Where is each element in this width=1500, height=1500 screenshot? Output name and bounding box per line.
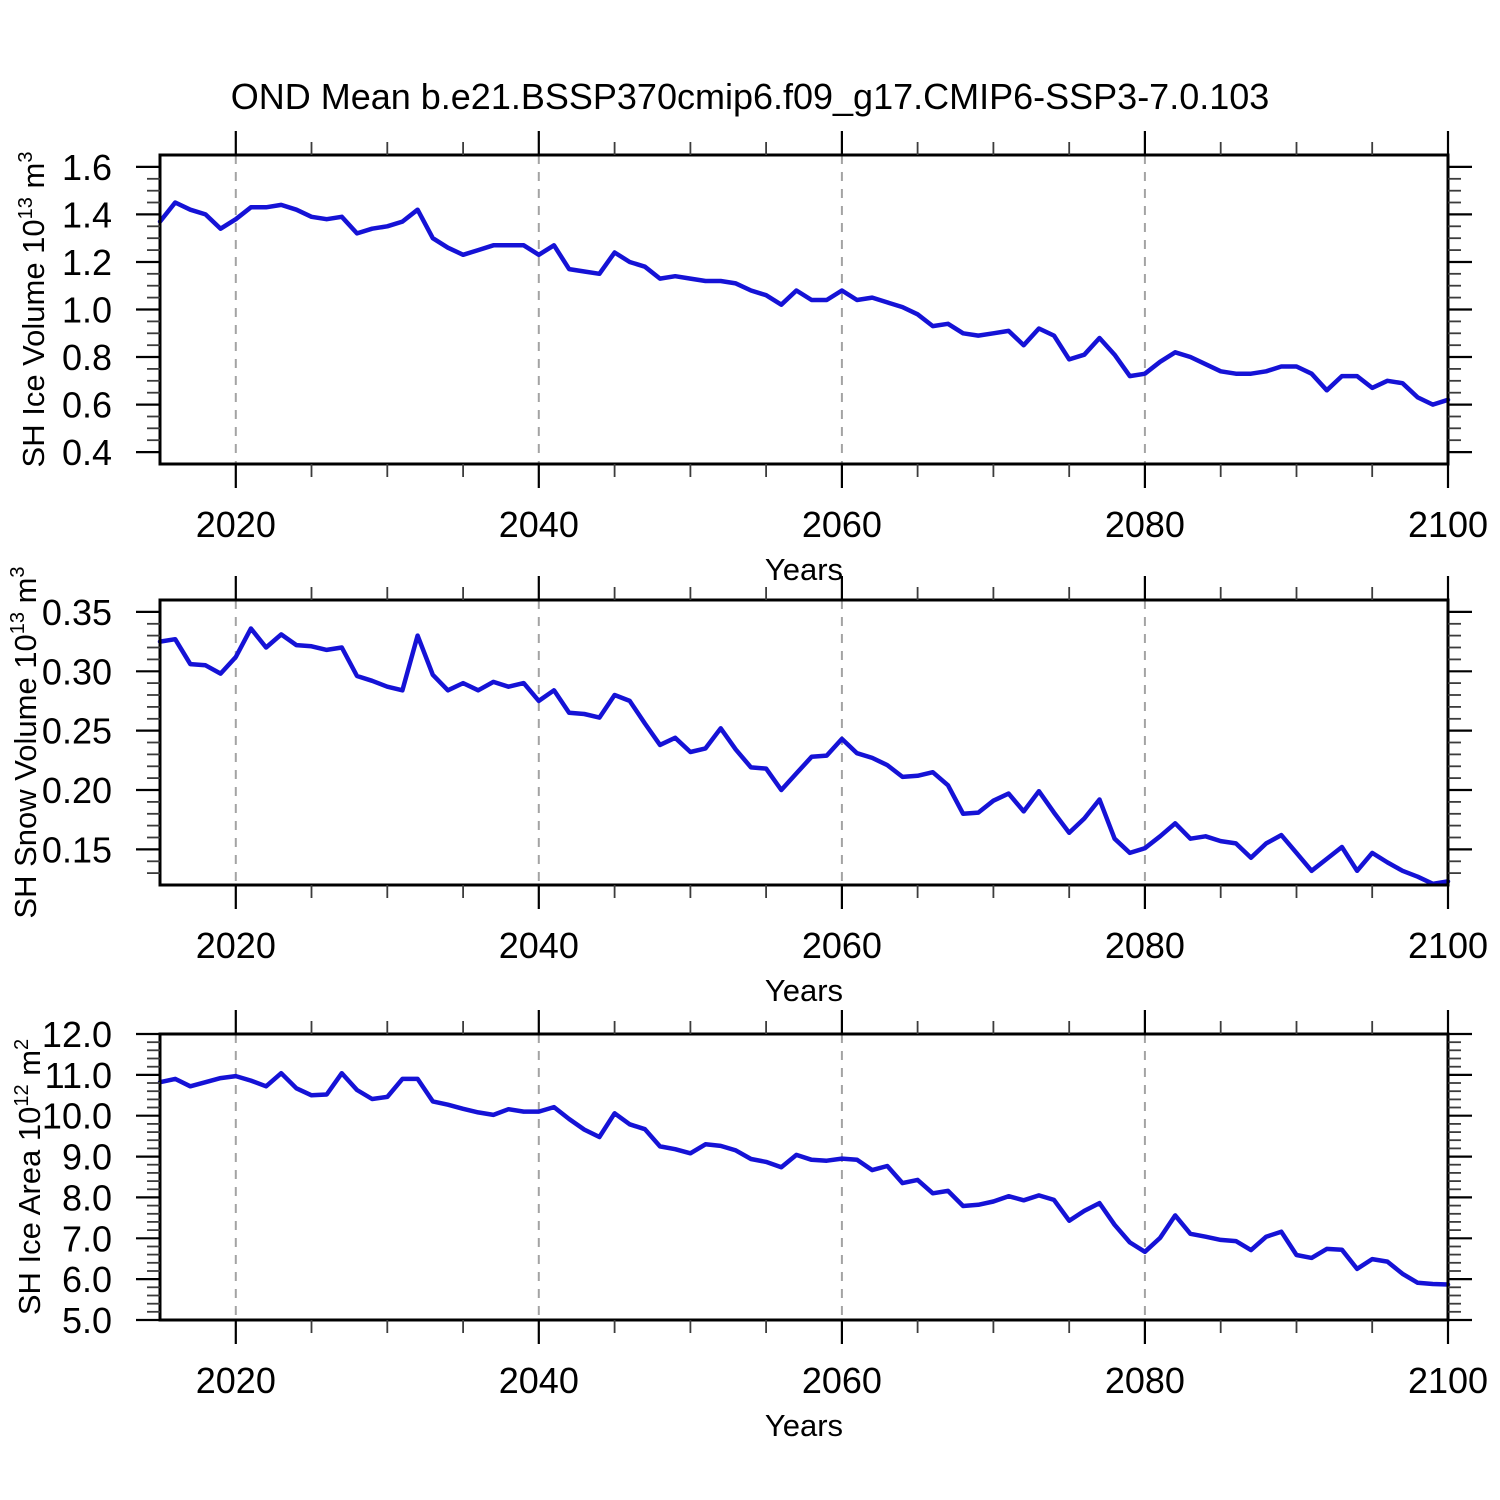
x-tick-label: 2040: [499, 1360, 579, 1401]
y-axis-title-sh-ice-area: SH Ice Area 1012 m2: [11, 1039, 47, 1315]
y-tick-label: 0.20: [42, 770, 112, 811]
panel-sh-ice-area: 2020 2040 2060 2080 2100 Years 12.011.010.09.0…: [11, 1010, 1488, 1443]
y-tick-label: 8.0: [62, 1177, 112, 1218]
y-tick-label: 5.0: [62, 1300, 112, 1341]
y-tick-label: 1.2: [62, 242, 112, 283]
sh-ice-area-line: [157, 1070, 1451, 1287]
x-tick-label: 2100: [1408, 504, 1488, 545]
y-tick-label: 0.6: [62, 385, 112, 426]
sh-snow-volume-frame: [158, 598, 1450, 887]
x-tick-label: 2080: [1105, 1360, 1185, 1401]
y-tick-label: 1.6: [62, 147, 112, 188]
x-tick-label: 2060: [802, 504, 882, 545]
y-tick-label: 0.8: [62, 337, 112, 378]
x-tick-label: 2040: [499, 925, 579, 966]
y-tick-label: 6.0: [62, 1259, 112, 1300]
y-axis-title-sh-ice-volume: SH Ice Volume 1013 m3: [15, 152, 51, 468]
y-tick-label: 0.30: [42, 651, 112, 692]
y-tick-label: 0.4: [62, 432, 112, 473]
y-tick-label: 0.35: [42, 592, 112, 633]
sh-ice-area-frame: [158, 1032, 1450, 1322]
x-tick-label: 2060: [802, 925, 882, 966]
y-tick-label: 7.0: [62, 1218, 112, 1259]
x-tick-label: 2020: [196, 1360, 276, 1401]
x-tick-label: 2060: [802, 1360, 882, 1401]
chart-title: OND Mean b.e21.BSSP370cmip6.f09_g17.CMIP…: [230, 76, 1270, 117]
x-axis-title-sh-ice-volume: Years: [765, 552, 843, 587]
x-tick-label: 2040: [499, 504, 579, 545]
sh-snow-volume-line: [157, 626, 1451, 887]
y-tick-label: 12.0: [42, 1014, 112, 1055]
sh-ice-volume-frame: [158, 153, 1450, 466]
x-axis-title-sh-ice-area: Years: [765, 1408, 843, 1443]
x-tick-label: 2100: [1408, 1360, 1488, 1401]
x-tick-label: 2080: [1105, 925, 1185, 966]
sh-ice-volume-line: [157, 200, 1451, 407]
y-tick-label: 0.25: [42, 711, 112, 752]
y-tick-label: 9.0: [62, 1137, 112, 1178]
panel-sh-ice-volume: 2020 2040 2060 2080 2100 Years 1.6 1.4 1.2 1.0 0.8…: [15, 131, 1488, 587]
x-axis-title-sh-snow-volume: Years: [765, 973, 843, 1008]
y-axis-title-sh-snow-volume: SH Snow Volume 1013 m3: [7, 566, 43, 918]
x-tick-label: 2020: [196, 925, 276, 966]
x-tick-label: 2100: [1408, 925, 1488, 966]
y-tick-label: 11.0: [45, 1055, 112, 1096]
y-tick-label: 10.0: [42, 1096, 112, 1137]
x-tick-label: 2020: [196, 504, 276, 545]
panel-sh-snow-volume: 2020 2040 2060 2080 2100 Years 0.35 0.30 0.25 0.2…: [7, 566, 1488, 1008]
y-tick-label: 1.4: [62, 194, 112, 235]
y-tick-label: 0.15: [42, 829, 112, 870]
y-tick-label: 1.0: [62, 290, 112, 331]
x-tick-label: 2080: [1105, 504, 1185, 545]
